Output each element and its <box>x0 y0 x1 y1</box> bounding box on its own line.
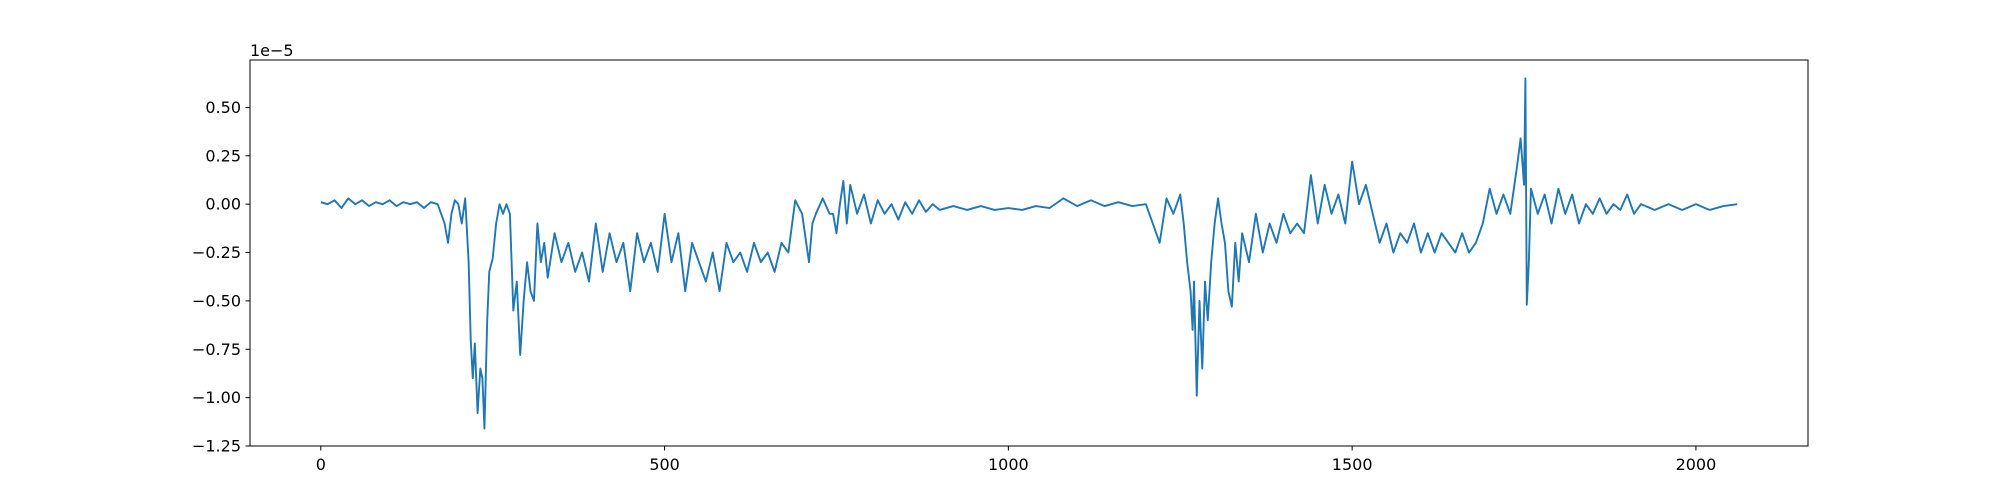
plot-frame <box>249 59 1809 447</box>
y-tick-label: 0.00 <box>205 195 241 214</box>
x-tick-label: 500 <box>649 455 680 474</box>
y-tick-label: 0.50 <box>205 98 241 117</box>
x-tick-label: 2000 <box>1676 455 1717 474</box>
x-tick-label: 1000 <box>988 455 1029 474</box>
y-tick-label: −0.75 <box>192 340 241 359</box>
y-tick-label: −0.25 <box>192 243 241 262</box>
y-tick-label: −1.00 <box>192 388 241 407</box>
x-tick-label: 0 <box>316 455 326 474</box>
y-tick-label: −0.50 <box>192 291 241 310</box>
x-tick-label: 1500 <box>1332 455 1373 474</box>
y-tick-label: −1.25 <box>192 437 241 456</box>
offset-label: 1e−5 <box>250 41 294 60</box>
data-line <box>320 77 1738 430</box>
y-tick-label: 0.25 <box>205 146 241 165</box>
